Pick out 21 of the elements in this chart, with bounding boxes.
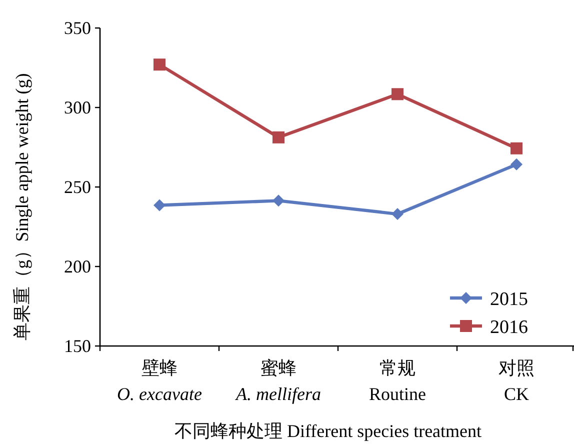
- legend-label: 2016: [490, 317, 528, 338]
- point: [392, 208, 404, 220]
- point: [154, 58, 166, 71]
- y-tick-label: 150: [64, 336, 91, 356]
- point: [510, 142, 522, 154]
- y-tick-label: 350: [64, 18, 91, 38]
- y-tick-label: 200: [64, 256, 91, 276]
- point: [392, 88, 404, 100]
- point: [154, 199, 166, 212]
- x-tick-label: 壁蜂 O. excavate: [117, 358, 202, 404]
- point: [272, 194, 284, 207]
- x-tick-label: 常规 Routine: [369, 358, 426, 404]
- legend-label: 2015: [490, 289, 528, 310]
- y-axis-title: 单果重（g）Single apple weight (g): [12, 73, 32, 341]
- y-tick-label: 300: [64, 98, 91, 118]
- x-tick-label: 对照 CK: [498, 358, 534, 404]
- y-tick-label: 250: [64, 177, 91, 197]
- point: [272, 131, 284, 144]
- x-tick-label: 蜜蜂 A. mellifera: [235, 358, 321, 404]
- point: [510, 158, 522, 170]
- x-axis-title: 不同蜂种处理 Different species treatment: [174, 421, 482, 441]
